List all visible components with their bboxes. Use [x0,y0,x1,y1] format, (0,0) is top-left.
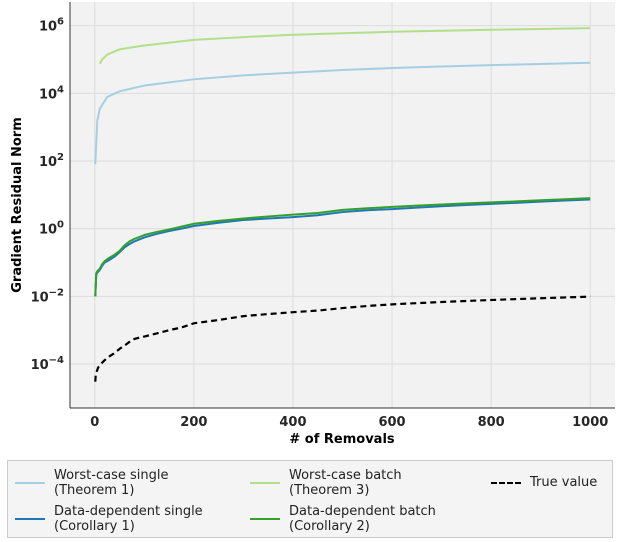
legend-item-worst-case-single: Worst-case single (Theorem 1) [15,468,168,498]
x-tick-labels: 0 200 400 600 800 1000 [90,415,608,430]
grid [69,2,615,409]
legend-sublabel: (Theorem 1) [54,483,135,498]
x-axis-label: # of Removals [289,432,395,447]
series-line-4 [94,295,591,382]
series-layer [94,27,591,382]
legend-label: Worst-case batch [289,468,402,483]
legend-swatch-worst-case-single [15,482,45,484]
legend-swatch-data-dependent-batch [250,518,280,520]
legend-item-true-value: True value [491,475,597,490]
legend-sublabel: (Corollary 1) [54,519,135,534]
legend-swatch-worst-case-batch [250,482,280,484]
y-tick-label: 106 [39,17,64,35]
x-tick-label: 200 [180,415,207,430]
series-line-2 [94,198,591,297]
legend-item-worst-case-batch: Worst-case batch (Theorem 3) [250,468,402,498]
x-tick-label: 800 [478,415,505,430]
legend-swatch-true-value [491,481,521,484]
y-tick-labels: 106 104 102 100 10−2 10−4 [31,17,64,373]
legend-label: True value [530,475,598,490]
series-line-1 [98,27,591,65]
plot-area [70,2,615,408]
legend-label: Data-dependent batch [289,504,436,519]
series-line-3 [94,197,591,297]
legend-swatch-data-dependent-single [15,518,45,520]
x-tick-label: 1000 [572,415,608,430]
y-tick-label: 10−2 [31,287,64,305]
chart: 0 200 400 600 800 1000 106 104 102 100 10−2 10−4 #… [10,2,615,447]
legend-label: Data-dependent single [54,504,203,519]
legend-sublabel: (Theorem 3) [289,483,370,498]
x-tick-label: 600 [378,415,405,430]
y-tick-label: 100 [39,220,64,238]
legend-sublabel: (Corollary 2) [289,519,370,534]
y-tick-label: 102 [39,152,64,170]
series-line-0 [94,61,591,165]
legend: Worst-case single (Theorem 1) Worst-case… [7,460,613,538]
x-tick-label: 400 [279,415,306,430]
legend-label: Worst-case single [54,468,169,483]
y-tick-label: 10−4 [31,355,64,373]
y-axis-label: Gradient Residual Norm [10,117,25,293]
legend-item-data-dependent-batch: Data-dependent batch (Corollary 2) [250,504,436,534]
x-tick-label: 0 [90,415,99,430]
legend-item-data-dependent-single: Data-dependent single (Corollary 1) [15,504,203,534]
y-tick-label: 104 [39,84,64,102]
